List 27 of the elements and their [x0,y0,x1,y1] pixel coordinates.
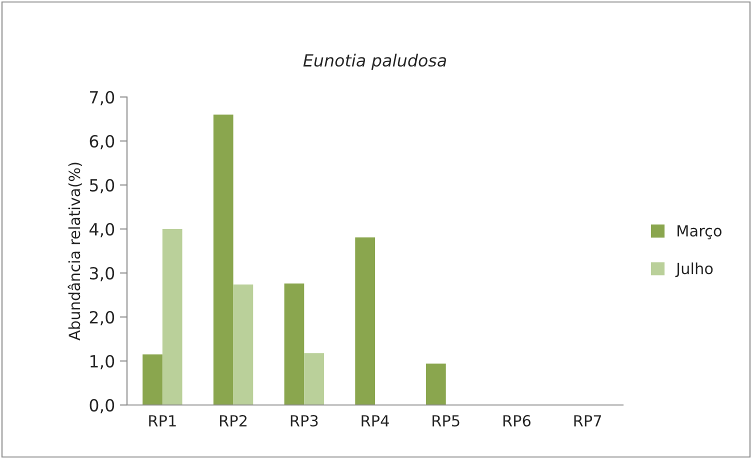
bar [304,353,324,405]
y-tick-label: 7,0 [90,90,114,106]
y-tick-label: 5,0 [90,178,114,194]
y-tick-label: 3,0 [90,266,114,282]
y-tick-label: 0,0 [90,398,114,414]
x-tick-label: RP5 [432,415,460,427]
y-tick-label: 2,0 [90,310,114,326]
x-tick-label: RP3 [290,414,318,427]
y-axis-title: Abundância relativa(%) [68,162,82,340]
bar [355,237,375,405]
bar [162,229,182,405]
bar [213,114,234,405]
legend-label: Março [678,225,722,240]
bar [142,354,162,405]
x-tick-label: RP7 [574,415,602,426]
y-tick-label: 6,0 [90,134,114,150]
legend-label: Julho [675,262,713,278]
chart-title: Eunotia paludosa [303,54,446,70]
y-tick-label: 4,0 [90,222,114,238]
bar [233,284,254,405]
bar [284,284,304,405]
x-tick-label: RP1 [149,415,176,426]
x-tick-label: RP4 [362,415,389,426]
bar [426,364,446,405]
x-tick-label: RP2 [220,414,247,426]
y-tick-label: 1,0 [90,354,114,370]
x-tick-label: RP6 [503,414,531,427]
